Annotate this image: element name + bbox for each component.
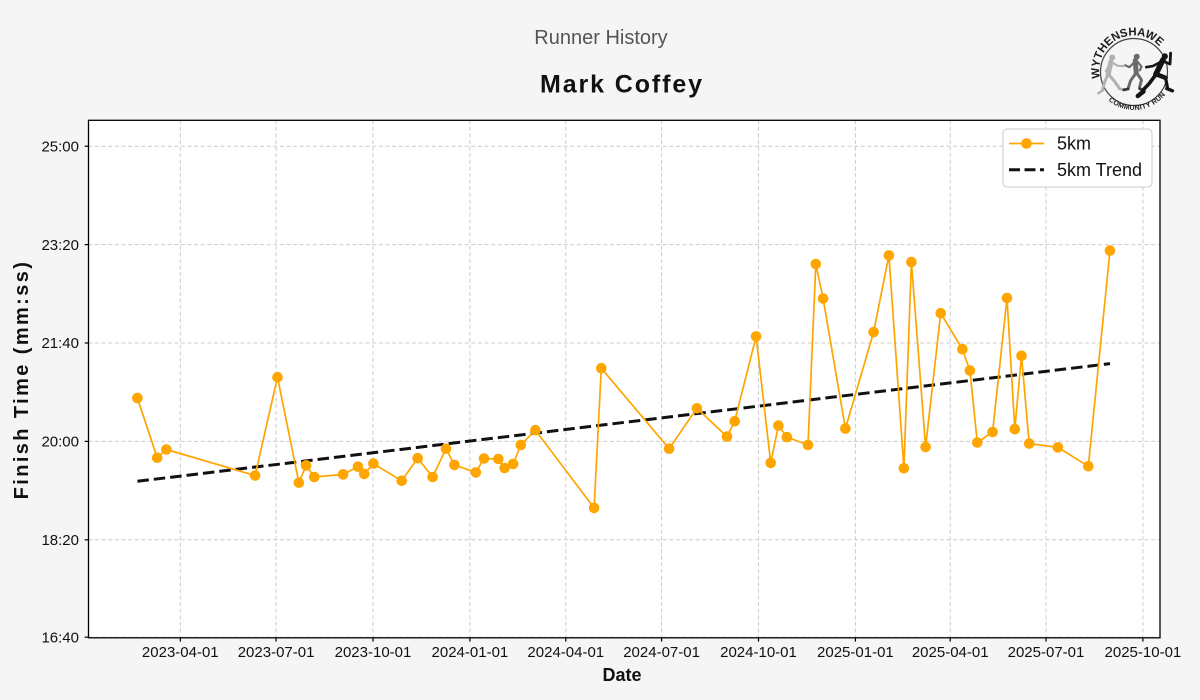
svg-text:5km Trend: 5km Trend [1057, 160, 1142, 180]
svg-text:5km: 5km [1057, 134, 1091, 154]
svg-text:2025-10-01: 2025-10-01 [1105, 644, 1182, 661]
svg-text:2023-04-01: 2023-04-01 [142, 644, 219, 661]
svg-text:2024-04-01: 2024-04-01 [527, 644, 604, 661]
svg-text:2024-01-01: 2024-01-01 [432, 644, 509, 661]
svg-text:2023-07-01: 2023-07-01 [238, 644, 315, 661]
svg-text:Mark Coffey: Mark Coffey [540, 71, 704, 99]
svg-text:Runner History: Runner History [534, 27, 667, 49]
svg-text:16:40: 16:40 [41, 629, 79, 646]
svg-text:2024-10-01: 2024-10-01 [720, 644, 797, 661]
svg-text:2025-07-01: 2025-07-01 [1008, 644, 1085, 661]
svg-text:2025-01-01: 2025-01-01 [817, 644, 894, 661]
svg-text:2025-04-01: 2025-04-01 [912, 644, 989, 661]
svg-text:Finish Time (mm:ss): Finish Time (mm:ss) [11, 260, 33, 500]
svg-text:18:20: 18:20 [41, 532, 79, 549]
svg-text:23:20: 23:20 [41, 237, 79, 254]
svg-text:Date: Date [602, 665, 641, 685]
svg-text:25:00: 25:00 [41, 138, 79, 155]
svg-text:20:00: 20:00 [41, 434, 79, 451]
svg-text:2023-10-01: 2023-10-01 [335, 644, 412, 661]
svg-text:2024-07-01: 2024-07-01 [623, 644, 700, 661]
svg-text:21:40: 21:40 [41, 335, 79, 352]
